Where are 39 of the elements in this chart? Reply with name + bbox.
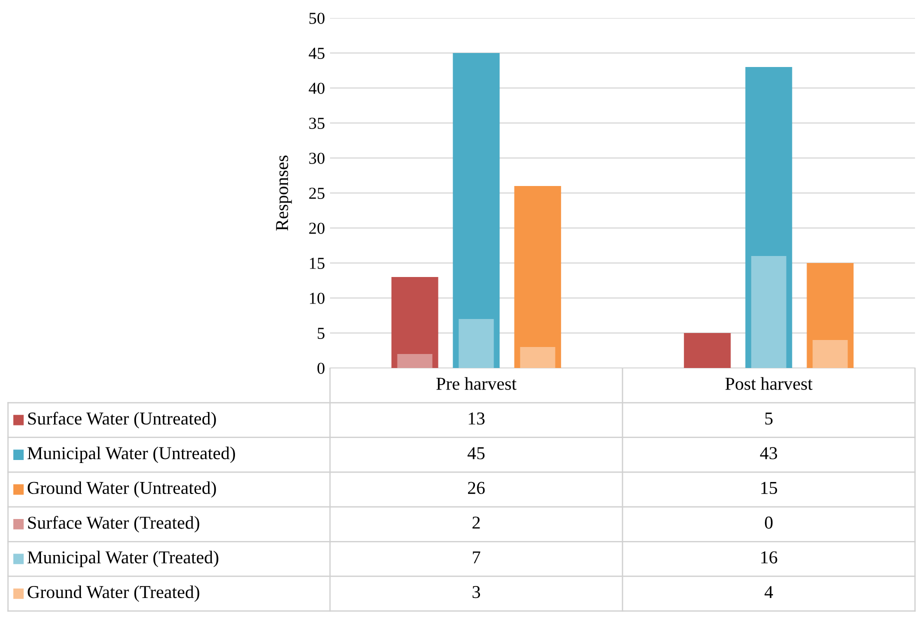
legend-label: Ground Water (Treated) — [28, 585, 200, 602]
x-tick-label: Pre harvest — [436, 377, 517, 390]
data-label: 4 — [764, 586, 773, 598]
legend-label: Surface Water (Treated) — [28, 516, 200, 532]
data-label: 26 — [468, 482, 485, 494]
bar — [514, 186, 562, 368]
legend-label: Ground Water (Untreated) — [28, 481, 216, 498]
y-tick-label: 25 — [309, 188, 324, 199]
data-label: 7 — [472, 551, 480, 564]
bar — [458, 319, 494, 368]
y-tick-label: 5 — [318, 328, 324, 339]
legend-label: Surface Water (Untreated) — [28, 412, 216, 428]
y-tick-label: 40 — [308, 82, 325, 94]
data-label: 13 — [468, 412, 485, 425]
data-label: 2 — [472, 516, 480, 529]
x-tick-label: Post harvest — [725, 377, 813, 390]
bar — [520, 347, 556, 368]
y-tick-label: 45 — [308, 48, 324, 59]
y-axis-title: Responses — [276, 156, 292, 231]
y-tick-label: 50 — [309, 12, 325, 24]
data-label: 45 — [468, 447, 485, 460]
legend-label: Municipal Water (Treated) — [28, 550, 218, 568]
data-label: 43 — [760, 447, 778, 460]
y-tick-label: 30 — [309, 152, 325, 164]
data-label: 5 — [765, 412, 773, 425]
data-label: 0 — [764, 516, 773, 529]
y-tick-label: 20 — [309, 222, 325, 234]
legend-label: Municipal Water (Untreated) — [28, 446, 235, 463]
y-tick-label: 10 — [310, 292, 325, 304]
bar — [751, 256, 786, 368]
data-label: 16 — [761, 551, 778, 564]
y-tick-label: 35 — [309, 118, 324, 129]
y-tick-label: 0 — [317, 362, 325, 374]
data-label: 3 — [472, 586, 480, 598]
bar — [397, 354, 432, 368]
data-label: 15 — [761, 482, 778, 494]
y-tick-label: 15 — [310, 258, 324, 269]
bar — [812, 340, 848, 368]
bar — [684, 333, 731, 368]
